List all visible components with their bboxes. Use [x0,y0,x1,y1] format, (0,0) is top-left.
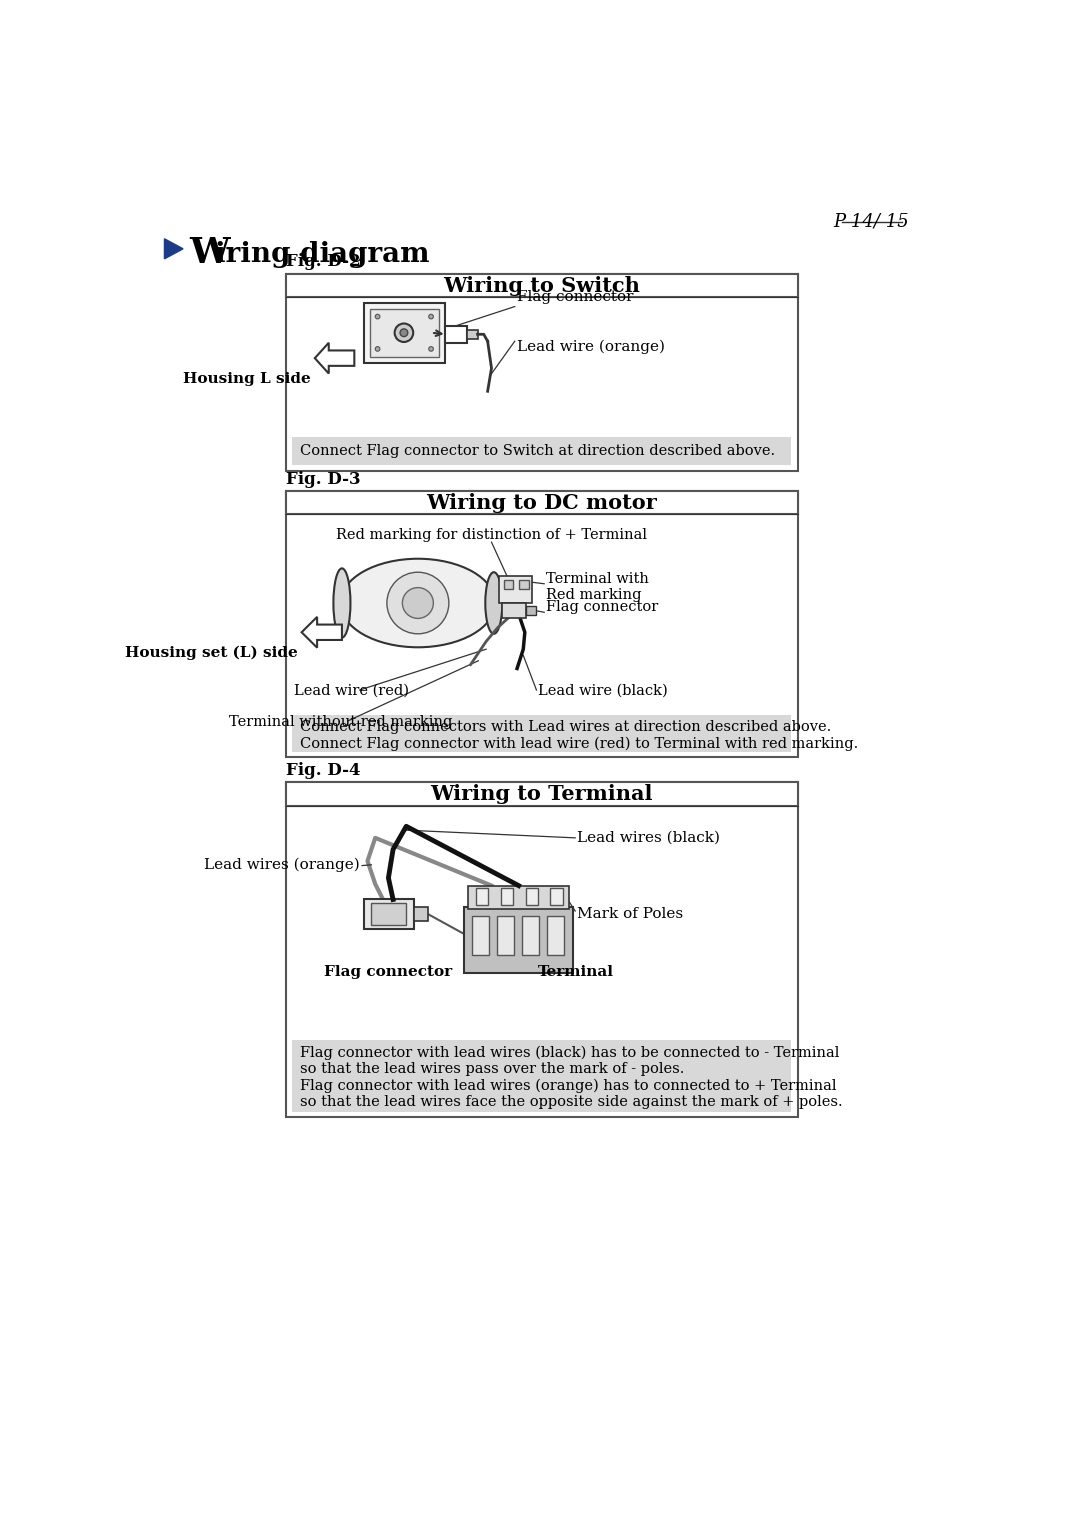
Bar [526,607,536,616]
Bar [546,917,564,955]
Circle shape [429,315,433,319]
Text: Lead wires (black): Lead wires (black) [577,830,719,843]
Text: Wiring to DC motor: Wiring to DC motor [427,494,658,513]
Bar [497,917,514,955]
Text: P 14/ 15: P 14/ 15 [834,212,909,231]
Text: Flag connector: Flag connector [545,601,658,614]
Circle shape [400,329,408,336]
Bar [286,782,798,805]
Text: Housing L side: Housing L side [184,371,311,387]
Text: Connect Flag connector to Switch at direction described above.: Connect Flag connector to Switch at dire… [300,445,775,458]
Bar [526,888,538,905]
Ellipse shape [340,559,496,648]
Text: Red marking for distinction of + Terminal: Red marking for distinction of + Termina… [336,529,647,542]
Ellipse shape [334,568,350,637]
Text: Fig. D-3: Fig. D-3 [286,471,361,487]
Bar [522,917,539,955]
Bar [504,581,513,590]
Bar [293,715,792,752]
Bar [286,274,798,298]
Text: Lead wire (red): Lead wire (red) [295,685,409,698]
Text: Lead wire (black): Lead wire (black) [538,685,667,698]
Bar [369,309,438,356]
Polygon shape [164,238,183,258]
Bar [372,903,406,924]
Bar [476,888,488,905]
Bar [286,492,798,515]
Bar [293,437,792,465]
Bar [364,303,445,362]
Bar [467,330,477,339]
Bar [501,888,513,905]
Text: Terminal: Terminal [538,964,615,979]
Text: Lead wires (orange): Lead wires (orange) [204,857,360,872]
Text: Wiring to Terminal: Wiring to Terminal [431,784,653,804]
Ellipse shape [403,588,433,619]
Text: W: W [189,235,230,270]
Ellipse shape [485,571,502,634]
Bar [464,908,572,973]
Circle shape [375,347,380,351]
Text: Flag connector with lead wires (black) has to be connected to - Terminal
so that: Flag connector with lead wires (black) h… [300,1045,842,1109]
Bar [472,917,489,955]
Text: Flag connector: Flag connector [324,964,453,979]
Bar [469,886,569,909]
Text: Fig. D-4: Fig. D-4 [286,761,361,779]
Ellipse shape [387,571,449,634]
Bar [414,908,428,921]
Bar [286,492,798,756]
Bar [364,900,414,929]
Text: Housing set (L) side: Housing set (L) side [125,645,298,660]
Polygon shape [301,617,342,648]
Text: Fig. D-2: Fig. D-2 [286,254,361,270]
Bar [499,576,531,604]
Text: Terminal with
Red marking: Terminal with Red marking [545,571,649,602]
Text: Lead wire (orange): Lead wire (orange) [517,339,665,354]
Bar [286,274,798,471]
Text: Connect Flag connectors with Lead wires at direction described above.
Connect Fl: Connect Flag connectors with Lead wires … [300,720,859,750]
Circle shape [429,347,433,351]
Text: iring diagram: iring diagram [215,241,430,267]
Text: Wiring to Switch: Wiring to Switch [444,275,640,296]
Circle shape [375,315,380,319]
Bar [519,581,529,590]
Text: Terminal without red marking: Terminal without red marking [229,715,453,729]
Text: Flag connector: Flag connector [517,290,634,304]
Bar [501,604,526,619]
Circle shape [394,324,414,342]
Bar [286,782,798,1117]
Bar [293,1041,792,1112]
Bar [551,888,563,905]
Text: Mark of Poles: Mark of Poles [577,908,683,921]
Bar [445,325,467,342]
Polygon shape [314,342,354,373]
